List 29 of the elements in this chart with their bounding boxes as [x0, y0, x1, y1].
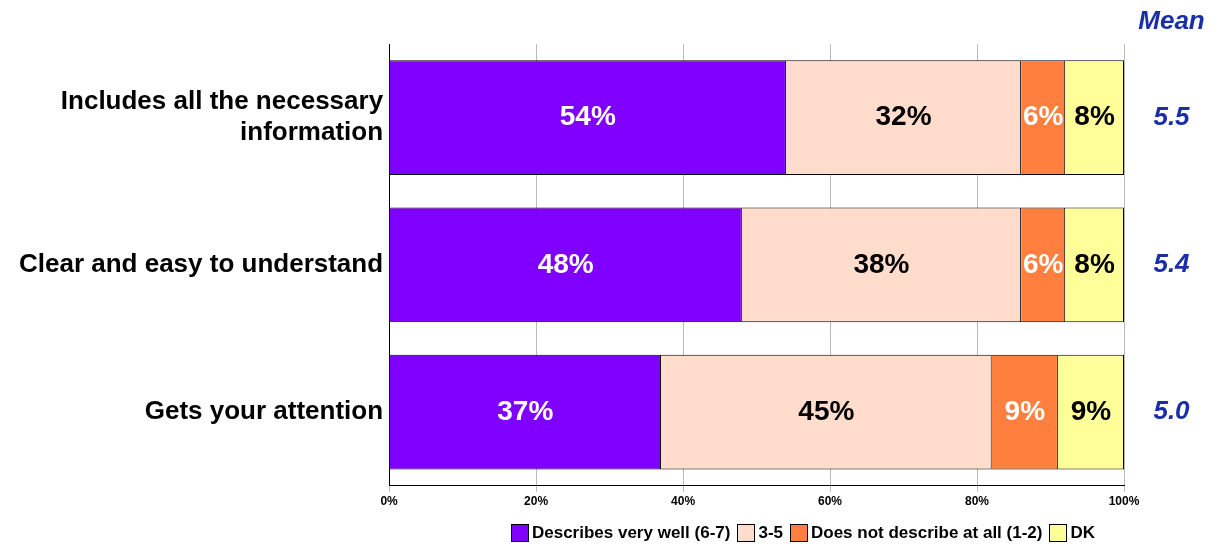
x-tick-label: 40%	[671, 494, 696, 509]
x-tick-label: 0%	[380, 494, 399, 509]
legend-label: DK	[1070, 523, 1096, 543]
text: 5.0	[1153, 395, 1191, 426]
legend-label: Does not describe at all (1-2)	[811, 523, 1043, 543]
legend-label: Describes very well (6-7)	[531, 523, 731, 543]
legend-label: 3-5	[758, 523, 783, 543]
text: 8%	[1074, 247, 1115, 279]
text: 9%	[1004, 394, 1046, 426]
x-tick-label: 20%	[524, 494, 549, 509]
text: 6%	[1022, 100, 1064, 132]
x-tick-label: 80%	[965, 494, 990, 509]
text: 37%	[497, 394, 554, 426]
text: 6%	[1022, 247, 1064, 279]
y-tick-label: Clear and easy to understand	[18, 248, 384, 279]
text: 32%	[875, 100, 932, 132]
text: 54%	[559, 100, 616, 132]
text: Mean	[1138, 5, 1205, 36]
y-tick-label: Includes all the necessary information	[60, 85, 384, 147]
text: 5.5	[1153, 100, 1191, 131]
text: 48%	[537, 247, 594, 279]
text: 5.4	[1153, 248, 1191, 279]
y-tick-label: Gets your attention	[144, 395, 384, 426]
text: 45%	[798, 394, 855, 426]
x-tick-label: 60%	[818, 494, 843, 509]
text: 38%	[853, 247, 910, 279]
text: 8%	[1074, 100, 1115, 132]
text: 9%	[1070, 394, 1112, 426]
x-tick-label: 100%	[1108, 494, 1140, 509]
